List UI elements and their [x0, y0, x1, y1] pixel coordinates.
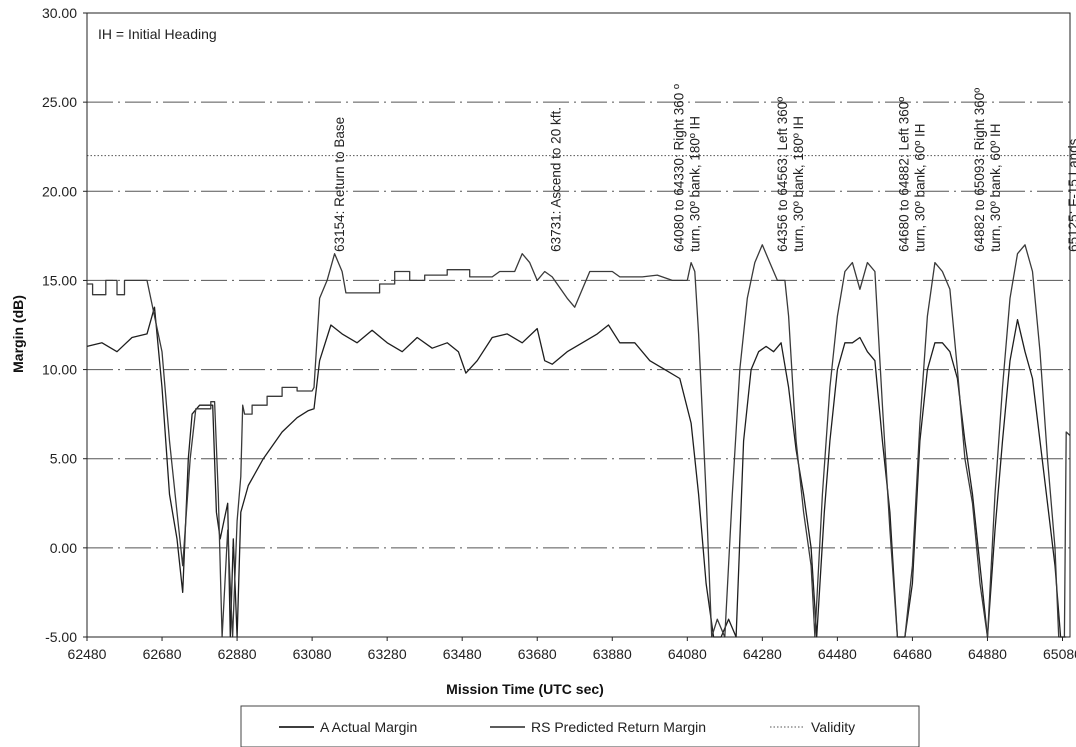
x-tick-label: 65080 [1043, 646, 1076, 662]
legend-box [240, 705, 920, 747]
plot-frame [86, 12, 1071, 638]
x-tick-label: 62480 [68, 646, 107, 662]
x-tick-label: 62880 [218, 646, 257, 662]
x-tick-label: 63080 [293, 646, 332, 662]
gridlines [87, 101, 1070, 549]
annotation-label: turn, 30º bank, 60º IH [912, 123, 927, 251]
x-axis-title: Mission Time (UTC sec) [446, 681, 604, 697]
axes: 30.0025.0020.0015.0010.005.000.00-5.0062… [42, 5, 1076, 662]
key-note: IH = Initial Heading [98, 26, 217, 42]
legend-label-validity: Validity [811, 719, 855, 735]
annotation-label: turn, 30º bank, 180º IH [687, 116, 702, 252]
annotation-label: turn, 30º bank, 180º IH [791, 116, 806, 252]
y-tick-label: 15.00 [42, 272, 77, 288]
annotation-label: 65125: F-15 Lands [1066, 138, 1076, 252]
x-tick-label: 63880 [593, 646, 632, 662]
y-tick-label: 10.00 [42, 362, 77, 378]
series-line-predicted [87, 244, 1071, 638]
annotation-label: 64882 to 65093: Right 360º [972, 88, 987, 252]
x-tick-label: 63480 [443, 646, 482, 662]
x-tick-label: 62680 [143, 646, 182, 662]
x-tick-label: 64280 [743, 646, 782, 662]
series-line-actual [86, 306, 1067, 638]
x-tick-label: 64680 [893, 646, 932, 662]
annotation-label: 64080 to 64330: Right 360 º [671, 84, 686, 252]
y-tick-label: 25.00 [42, 94, 77, 110]
legend-label-predicted: RS Predicted Return Margin [531, 719, 706, 735]
annotation-label: 63731: Ascend to 20 kft. [548, 107, 563, 252]
annotations: 63154: Return to Base 63731: Ascend to 20… [332, 84, 1076, 252]
series-layer [86, 155, 1071, 638]
annotation-label: turn, 30º bank, 60º IH [988, 123, 1003, 251]
annotation-label: 63154: Return to Base [332, 117, 347, 252]
annotation-label: 64356 to 64563: Left 360º [775, 97, 790, 252]
x-tick-label: 63680 [518, 646, 557, 662]
x-tick-label: 64480 [818, 646, 857, 662]
y-tick-label: -5.00 [45, 629, 77, 645]
x-tick-label: 64880 [968, 646, 1007, 662]
legend: A Actual Margin RS Predicted Return Marg… [240, 705, 920, 747]
y-tick-label: 30.00 [42, 5, 77, 21]
x-tick-label: 63280 [368, 646, 407, 662]
y-axis-title: Margin (dB) [10, 295, 26, 373]
x-tick-label: 64080 [668, 646, 707, 662]
y-tick-label: 5.00 [50, 451, 77, 467]
legend-label-actual: A Actual Margin [320, 719, 417, 735]
annotation-label: 64680 to 64882: Left 360º [896, 97, 911, 252]
y-tick-label: 20.00 [42, 183, 77, 199]
y-tick-label: 0.00 [50, 540, 77, 556]
